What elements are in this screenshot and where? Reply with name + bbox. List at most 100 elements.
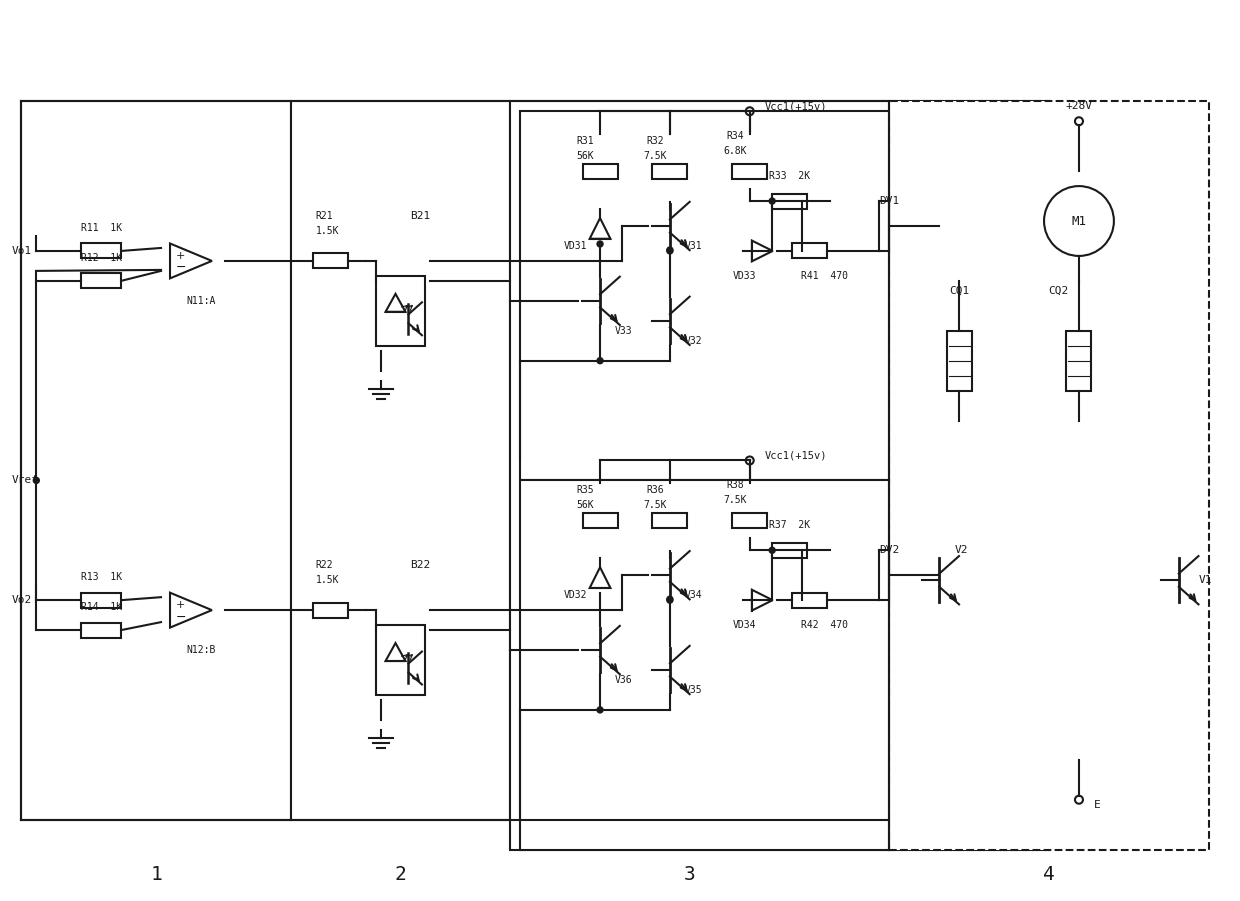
Text: R11  1K: R11 1K	[81, 223, 122, 233]
Bar	[521, 480, 889, 850]
Polygon shape	[590, 218, 610, 239]
Bar	[376, 276, 425, 346]
Bar	[81, 623, 122, 638]
Bar	[510, 101, 1049, 850]
Text: R14  1K: R14 1K	[81, 602, 122, 612]
Text: V36: V36	[615, 675, 632, 685]
Circle shape	[667, 248, 673, 254]
Bar	[652, 164, 687, 178]
Text: 6.8K: 6.8K	[723, 146, 746, 156]
Text: R36: R36	[646, 486, 663, 496]
Text: N12:B: N12:B	[186, 645, 216, 655]
Bar	[1066, 331, 1091, 391]
Bar	[81, 243, 122, 259]
Text: R22: R22	[316, 560, 334, 570]
Bar	[290, 101, 510, 820]
Circle shape	[769, 547, 775, 553]
Text: 1: 1	[150, 865, 162, 884]
Text: V33: V33	[615, 326, 632, 336]
Polygon shape	[590, 568, 610, 588]
Text: 1.5K: 1.5K	[316, 575, 340, 585]
Text: DV1: DV1	[879, 196, 900, 206]
Text: R32: R32	[646, 136, 663, 146]
Text: V32: V32	[684, 336, 703, 346]
Bar	[21, 101, 290, 820]
Text: Vcc1(+15v): Vcc1(+15v)	[765, 101, 827, 111]
Bar	[583, 513, 618, 528]
Text: Vo1: Vo1	[11, 246, 31, 256]
Text: R21: R21	[316, 211, 334, 221]
Polygon shape	[751, 241, 773, 261]
Text: R42  470: R42 470	[801, 620, 848, 630]
Bar	[773, 194, 807, 208]
Text: 1.5K: 1.5K	[316, 226, 340, 236]
Text: R37  2K: R37 2K	[769, 520, 810, 531]
Text: 3: 3	[684, 865, 696, 884]
Circle shape	[596, 707, 603, 713]
Text: 4: 4	[1043, 865, 1055, 884]
Bar	[889, 101, 1209, 850]
Text: VD31: VD31	[563, 241, 587, 251]
Text: CQ2: CQ2	[1049, 286, 1069, 296]
Text: CQ1: CQ1	[949, 286, 970, 296]
Circle shape	[33, 478, 40, 484]
Bar	[81, 593, 122, 607]
Bar	[792, 593, 827, 607]
Text: B21: B21	[410, 211, 430, 221]
Circle shape	[769, 198, 775, 204]
Bar	[733, 164, 768, 178]
Text: 7.5K: 7.5K	[644, 151, 667, 161]
Text: +: +	[176, 600, 185, 610]
Text: Vref: Vref	[11, 476, 38, 486]
Text: 7.5K: 7.5K	[644, 500, 667, 510]
Text: N11:A: N11:A	[186, 296, 216, 305]
Text: −: −	[175, 611, 186, 623]
Text: +28V: +28V	[1065, 101, 1092, 111]
Text: B22: B22	[410, 560, 430, 570]
Text: M1: M1	[1071, 214, 1086, 228]
Polygon shape	[751, 590, 773, 611]
Bar	[792, 243, 827, 259]
Text: Vo2: Vo2	[11, 596, 31, 605]
Bar	[652, 513, 687, 528]
Circle shape	[596, 358, 603, 364]
Text: V31: V31	[684, 241, 703, 251]
Text: R35: R35	[577, 486, 594, 496]
Bar	[376, 625, 425, 695]
Text: 56K: 56K	[577, 151, 594, 161]
Circle shape	[667, 597, 673, 603]
Bar	[773, 542, 807, 558]
Text: −: −	[175, 261, 186, 275]
Text: R41  470: R41 470	[801, 271, 848, 281]
Text: R12  1K: R12 1K	[81, 253, 122, 263]
Text: E: E	[1094, 800, 1101, 810]
Text: 2: 2	[394, 865, 407, 884]
Text: VD33: VD33	[733, 271, 756, 281]
Text: VD34: VD34	[733, 620, 756, 630]
Circle shape	[596, 241, 603, 247]
Text: R13  1K: R13 1K	[81, 572, 122, 582]
Text: V35: V35	[684, 685, 703, 695]
Bar	[733, 513, 768, 528]
Text: DV2: DV2	[879, 545, 900, 555]
Text: R38: R38	[725, 480, 744, 490]
Bar	[314, 603, 348, 617]
Bar	[947, 331, 972, 391]
Text: Vcc1(+15v): Vcc1(+15v)	[765, 450, 827, 460]
Text: 56K: 56K	[577, 500, 594, 510]
Bar	[521, 111, 889, 480]
Text: V34: V34	[684, 590, 703, 600]
Text: V2: V2	[955, 545, 967, 555]
Text: VD32: VD32	[563, 590, 587, 600]
Text: R31: R31	[577, 136, 594, 146]
Bar	[314, 253, 348, 268]
Circle shape	[667, 247, 673, 253]
Bar	[583, 164, 618, 178]
Text: V1: V1	[1199, 575, 1213, 586]
Text: R33  2K: R33 2K	[769, 171, 810, 181]
Text: R34: R34	[725, 132, 744, 141]
Text: +: +	[176, 250, 185, 260]
Bar	[81, 273, 122, 288]
Circle shape	[667, 596, 673, 602]
Text: 7.5K: 7.5K	[723, 496, 746, 505]
